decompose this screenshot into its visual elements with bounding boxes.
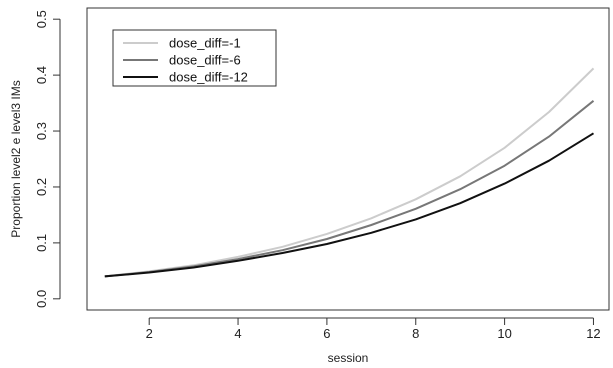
x-tick-label: 6: [323, 326, 330, 341]
series-line-1: [104, 67, 595, 278]
y-tick-label: 0.4: [34, 66, 49, 84]
y-tick-label: 0.2: [34, 178, 49, 196]
x-tick-label: 4: [234, 326, 241, 341]
legend-entry-label: dose_diff=-12: [169, 70, 248, 85]
y-tick-label: 0.1: [34, 234, 49, 252]
y-axis-label: Proportion level2 e level3 IMs: [9, 80, 23, 237]
y-axis: 0.0 0.1 0.2 0.3 0.4 0.5: [34, 10, 61, 308]
x-tick-label: 8: [412, 326, 419, 341]
legend-box: [112, 29, 277, 87]
y-tick-label: 0.5: [34, 10, 49, 28]
legend: dose_diff=-1 dose_diff=-6 dose_diff=-12: [112, 29, 277, 87]
series-layer: [104, 67, 595, 278]
x-tick-label: 2: [146, 326, 153, 341]
x-tick-label: 10: [497, 326, 511, 341]
legend-entry-label: dose_diff=-1: [169, 36, 241, 51]
y-tick-label: 0.0: [34, 290, 49, 308]
x-axis-label: session: [328, 351, 369, 365]
series-line-3: [104, 132, 595, 278]
series-line-2: [104, 100, 595, 278]
plot-area-frame: [86, 7, 610, 311]
y-tick-label: 0.3: [34, 122, 49, 140]
legend-entry-label: dose_diff=-6: [169, 53, 241, 68]
x-tick-label: 12: [586, 326, 600, 341]
x-axis: 2 4 6 8 10 12: [146, 317, 601, 341]
